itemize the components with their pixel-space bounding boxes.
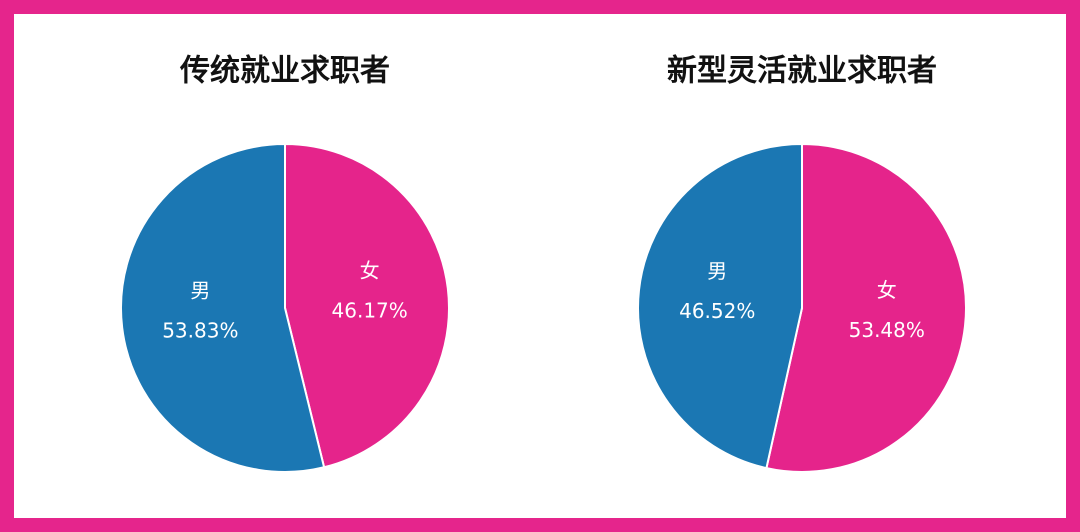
pie-slice <box>284 142 450 469</box>
slice-value-label: 46.52% <box>679 299 755 323</box>
pie-slice <box>120 142 326 473</box>
chart-title: 新型灵活就业求职者 <box>667 54 937 89</box>
slice-value-label: 46.17% <box>332 298 408 322</box>
pie-slice <box>637 142 803 470</box>
pie-slice <box>765 142 967 473</box>
chart-title: 传统就业求职者 <box>179 54 390 89</box>
slice-value-label: 53.83% <box>162 319 238 343</box>
slice-category: 男 <box>190 279 210 303</box>
slice-category: 女 <box>360 258 380 282</box>
slice-category: 男 <box>707 259 727 283</box>
slice-category: 女 <box>877 278 897 302</box>
slice-value-label: 53.48% <box>849 318 925 342</box>
